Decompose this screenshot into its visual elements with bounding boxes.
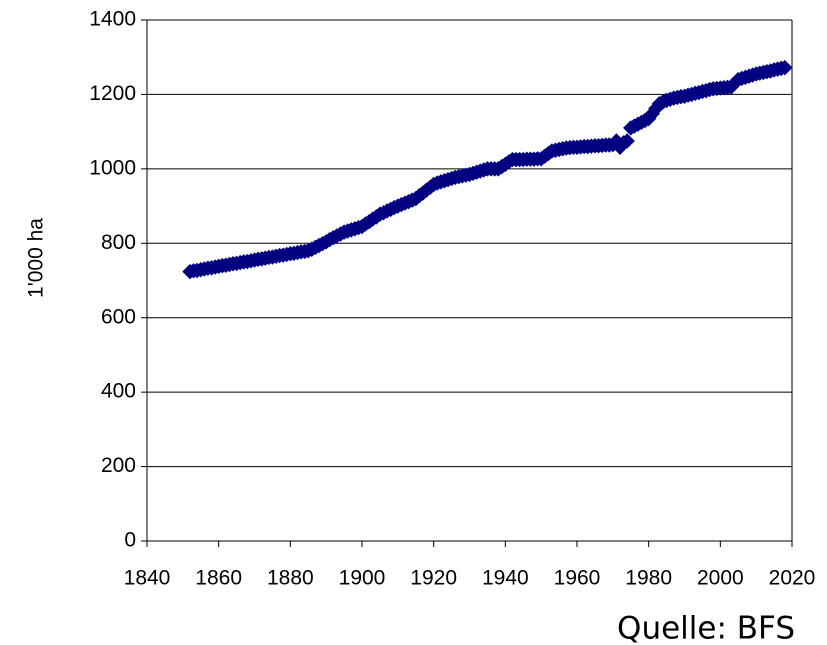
x-tick-label: 1920 (410, 567, 457, 590)
x-tick-label: 1880 (267, 567, 314, 590)
x-tick-label: 1860 (195, 567, 242, 590)
y-axis-label: 1'000 ha (25, 218, 48, 298)
x-tick-label: 1960 (554, 567, 601, 590)
marker (619, 133, 635, 149)
x-tick-label: 2000 (697, 567, 744, 590)
y-tick-label: 0 (124, 529, 136, 552)
y-tick-label: 1000 (89, 156, 136, 179)
x-tick-label: 1980 (625, 567, 672, 590)
y-tick-label: 1200 (89, 82, 136, 105)
y-tick-label: 800 (101, 231, 136, 254)
y-tick-label: 1400 (89, 8, 136, 31)
marker (777, 59, 793, 76)
x-tick-label: 1900 (339, 567, 386, 590)
x-tick-label: 1940 (482, 567, 529, 590)
x-tick-label: 1840 (124, 567, 171, 590)
y-tick-label: 200 (101, 454, 136, 477)
x-tick-label: 2020 (769, 567, 816, 590)
y-tick-label: 400 (101, 380, 136, 403)
y-tick-label: 600 (101, 305, 136, 328)
source-note: Quelle: BFS (617, 611, 795, 645)
